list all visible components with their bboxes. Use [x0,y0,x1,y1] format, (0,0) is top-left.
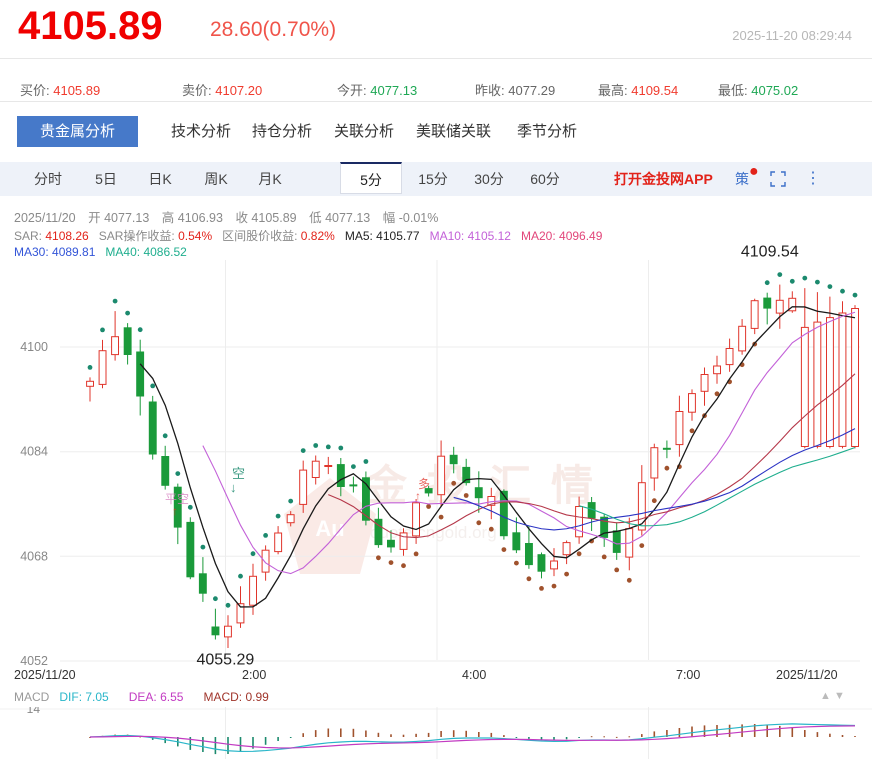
svg-text:4055.29: 4055.29 [196,652,254,669]
svg-text:↑: ↑ [172,504,178,518]
svg-text:4052: 4052 [20,654,48,668]
svg-text:14: 14 [27,707,41,716]
svg-text:↓: ↓ [230,480,237,495]
svg-text:4100: 4100 [20,340,48,354]
svg-text:4068: 4068 [20,549,48,563]
svg-text:4109.54: 4109.54 [741,244,799,261]
svg-text:quote.cngold.org: quote.cngold.org [370,523,497,542]
svg-text:↑: ↑ [415,489,421,503]
svg-text:空: 空 [232,466,245,481]
svg-text:4084: 4084 [20,445,48,459]
svg-text:Au: Au [315,516,344,541]
